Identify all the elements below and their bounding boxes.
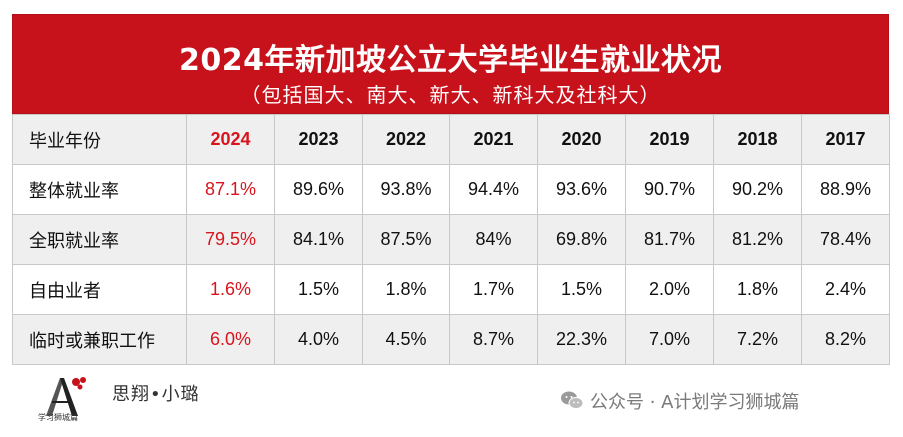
value-cell: 1.8% xyxy=(713,264,802,315)
value-cell: 69.8% xyxy=(537,214,626,265)
value-cell: 1.5% xyxy=(537,264,626,315)
value-cell: 4.5% xyxy=(362,314,450,365)
signature: 思翔•小璐 xyxy=(112,384,200,405)
value-cell: 90.2% xyxy=(713,164,802,215)
value-cell: 8.2% xyxy=(801,314,890,365)
year-cell: 2022 xyxy=(362,114,450,165)
logo-icon xyxy=(46,377,86,416)
value-cell: 93.8% xyxy=(362,164,450,215)
year-cell: 2023 xyxy=(274,114,363,165)
value-cell: 90.7% xyxy=(625,164,714,215)
value-cell: 1.6% xyxy=(186,264,275,315)
value-cell: 2.0% xyxy=(625,264,714,315)
footer: 学习狮城篇 思翔•小璐 公众号 · A计划学习狮城篇 xyxy=(0,360,903,437)
header-row: 毕业年份 2024 2023 2022 2021 2020 2019 2018 2017 xyxy=(12,114,890,165)
value-cell: 84% xyxy=(449,214,538,265)
value-cell: 1.7% xyxy=(449,264,538,315)
value-cell: 1.8% xyxy=(362,264,450,315)
value-cell: 87.1% xyxy=(186,164,275,215)
value-cell: 94.4% xyxy=(449,164,538,215)
row-label: 全职就业率 xyxy=(12,214,187,265)
value-cell: 87.5% xyxy=(362,214,450,265)
chart-subtitle: （包括国大、南大、新大、新科大及社科大） xyxy=(240,83,661,107)
value-cell: 4.0% xyxy=(274,314,363,365)
value-cell: 81.2% xyxy=(713,214,802,265)
table-row: 整体就业率 87.1% 89.6% 93.8% 94.4% 93.6% 90.7% 90.2%… xyxy=(12,164,890,215)
value-cell: 78.4% xyxy=(801,214,890,265)
logo-caption: 学习狮城篇 xyxy=(38,413,78,422)
row-label: 临时或兼职工作 xyxy=(12,314,187,365)
value-cell: 93.6% xyxy=(537,164,626,215)
title-banner: 2024年新加坡公立大学毕业生就业状况 （包括国大、南大、新大、新科大及社科大） xyxy=(12,14,889,114)
year-cell: 2017 xyxy=(801,114,890,165)
row-label: 毕业年份 xyxy=(12,114,187,165)
value-cell: 89.6% xyxy=(274,164,363,215)
chart-frame: 2024年新加坡公立大学毕业生就业状况 （包括国大、南大、新大、新科大及社科大）… xyxy=(12,14,890,365)
value-cell: 79.5% xyxy=(186,214,275,265)
chart-title: 2024年新加坡公立大学毕业生就业状况 xyxy=(179,43,722,78)
year-cell: 2019 xyxy=(625,114,714,165)
table-row: 临时或兼职工作 6.0% 4.0% 4.5% 8.7% 22.3% 7.0% 7.2% 8.2% xyxy=(12,314,890,365)
value-cell: 7.2% xyxy=(713,314,802,365)
value-cell: 6.0% xyxy=(186,314,275,365)
value-cell: 2.4% xyxy=(801,264,890,315)
value-cell: 81.7% xyxy=(625,214,714,265)
year-cell: 2021 xyxy=(449,114,538,165)
table-row: 全职就业率 79.5% 84.1% 87.5% 84% 69.8% 81.7% 81.2% 78… xyxy=(12,214,890,265)
brand-label: 公众号 · A计划学习狮城篇 xyxy=(590,392,800,413)
row-label: 自由业者 xyxy=(12,264,187,315)
employment-table: 毕业年份 2024 2023 2022 2021 2020 2019 2018 2017 整体就业… xyxy=(12,114,890,365)
year-cell: 2024 xyxy=(186,114,275,165)
year-cell: 2020 xyxy=(537,114,626,165)
value-cell: 7.0% xyxy=(625,314,714,365)
value-cell: 8.7% xyxy=(449,314,538,365)
value-cell: 84.1% xyxy=(274,214,363,265)
table-row: 自由业者 1.6% 1.5% 1.8% 1.7% 1.5% 2.0% 1.8% 2.4% xyxy=(12,264,890,315)
value-cell: 88.9% xyxy=(801,164,890,215)
value-cell: 22.3% xyxy=(537,314,626,365)
wechat-icon xyxy=(561,391,584,409)
row-label: 整体就业率 xyxy=(12,164,187,215)
value-cell: 1.5% xyxy=(274,264,363,315)
year-cell: 2018 xyxy=(713,114,802,165)
